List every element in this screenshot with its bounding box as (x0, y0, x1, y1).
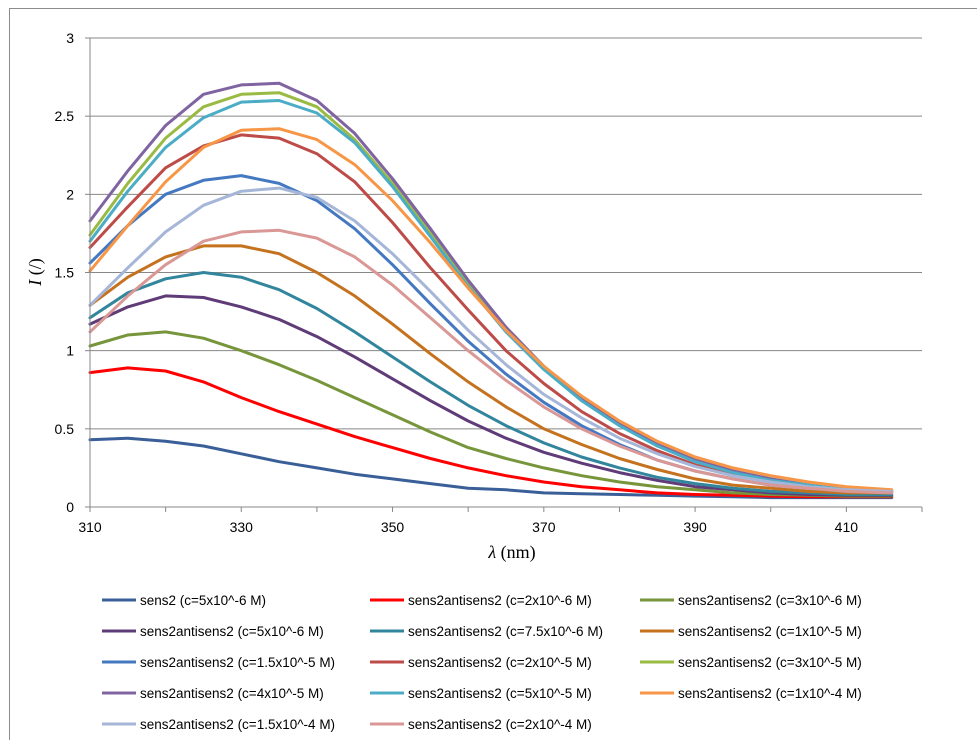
legend-label: sens2antisens2 (c=7.5x10^-6 M) (408, 624, 603, 639)
gridlines (90, 37, 922, 430)
x-tick-label: 350 (381, 519, 405, 535)
x-axis-label: λ (nm) (487, 542, 535, 563)
legend-label: sens2antisens2 (c=3x10^-5 M) (678, 655, 862, 670)
legend-item: sens2antisens2 (c=5x10^-6 M) (102, 624, 324, 639)
legend-label: sens2antisens2 (c=5x10^-5 M) (408, 686, 592, 701)
legend-item: sens2antisens2 (c=2x10^-5 M) (370, 655, 592, 670)
y-axis-label: I (/) (25, 258, 46, 287)
legend-item: sens2antisens2 (c=2x10^-4 M) (370, 717, 592, 732)
x-axis-symbol: λ (487, 542, 496, 562)
x-tick-label: 410 (835, 519, 859, 535)
legend-label: sens2antisens2 (c=4x10^-5 M) (140, 686, 324, 701)
x-tick-label: 310 (78, 519, 102, 535)
series-line-10 (88, 81, 894, 493)
chart-frame (9, 8, 977, 740)
legend-item: sens2antisens2 (c=1x10^-4 M) (640, 686, 862, 701)
legend-label: sens2antisens2 (c=1x10^-4 M) (678, 686, 862, 701)
legend-item: sens2antisens2 (c=5x10^-5 M) (370, 686, 592, 701)
legend-item: sens2antisens2 (c=2x10^-6 M) (370, 593, 592, 608)
legend-item: sens2antisens2 (c=1x10^-5 M) (640, 624, 862, 639)
legend-item: sens2antisens2 (c=1.5x10^-4 M) (102, 717, 335, 732)
y-tick-label: 1.5 (55, 265, 75, 281)
legend-item: sens2antisens2 (c=3x10^-6 M) (640, 593, 862, 608)
y-tick-label: 2.5 (55, 108, 75, 124)
legend-item: sens2antisens2 (c=7.5x10^-6 M) (370, 624, 603, 639)
series-lines (88, 81, 894, 500)
x-tick-label: 390 (683, 519, 707, 535)
series-line-5 (88, 271, 894, 496)
legend-label: sens2antisens2 (c=2x10^-5 M) (408, 655, 592, 670)
x-axis-unit: (nm) (496, 542, 536, 563)
series-line-2 (88, 366, 894, 499)
legend-item: sens2antisens2 (c=4x10^-5 M) (102, 686, 324, 701)
series-line-4 (88, 294, 894, 497)
y-tick-label: 1 (66, 343, 74, 359)
y-tick-label: 0.5 (55, 421, 75, 437)
axes (85, 37, 923, 512)
legend-item: sens2antisens2 (c=3x10^-5 M) (640, 655, 862, 670)
y-axis-unit: (/) (25, 258, 46, 280)
legend-label: sens2antisens2 (c=1x10^-5 M) (678, 624, 862, 639)
y-tick-label: 2 (66, 186, 74, 202)
series-line-14 (88, 228, 894, 495)
series-line-3 (88, 330, 894, 498)
y-tick-label: 0 (66, 499, 74, 515)
legend-item: sens2 (c=5x10^-6 M) (102, 593, 266, 608)
y-axis-symbol: I (25, 279, 45, 287)
series-line-6 (88, 244, 894, 495)
x-tick-label: 330 (230, 519, 254, 535)
y-tick-label: 3 (66, 30, 74, 46)
legend-label: sens2antisens2 (c=2x10^-6 M) (408, 593, 592, 608)
legend-label: sens2 (c=5x10^-6 M) (140, 593, 266, 608)
legend-label: sens2antisens2 (c=2x10^-4 M) (408, 717, 592, 732)
legend-label: sens2antisens2 (c=3x10^-6 M) (678, 593, 862, 608)
tick-labels: 0 0.5 1 1.5 2 2.5 3 310 330 350 370 390 410 (55, 30, 859, 535)
legend-label: sens2antisens2 (c=5x10^-6 M) (140, 624, 324, 639)
legend-item: sens2antisens2 (c=1.5x10^-5 M) (102, 655, 335, 670)
legend-label: sens2antisens2 (c=1.5x10^-5 M) (140, 655, 335, 670)
x-tick-label: 370 (532, 519, 556, 535)
series-line-12 (88, 127, 894, 492)
series-line-13 (88, 186, 894, 493)
legend-label: sens2antisens2 (c=1.5x10^-4 M) (140, 717, 335, 732)
legend: sens2 (c=5x10^-6 M) sens2antisens2 (c=2x1… (102, 593, 862, 732)
